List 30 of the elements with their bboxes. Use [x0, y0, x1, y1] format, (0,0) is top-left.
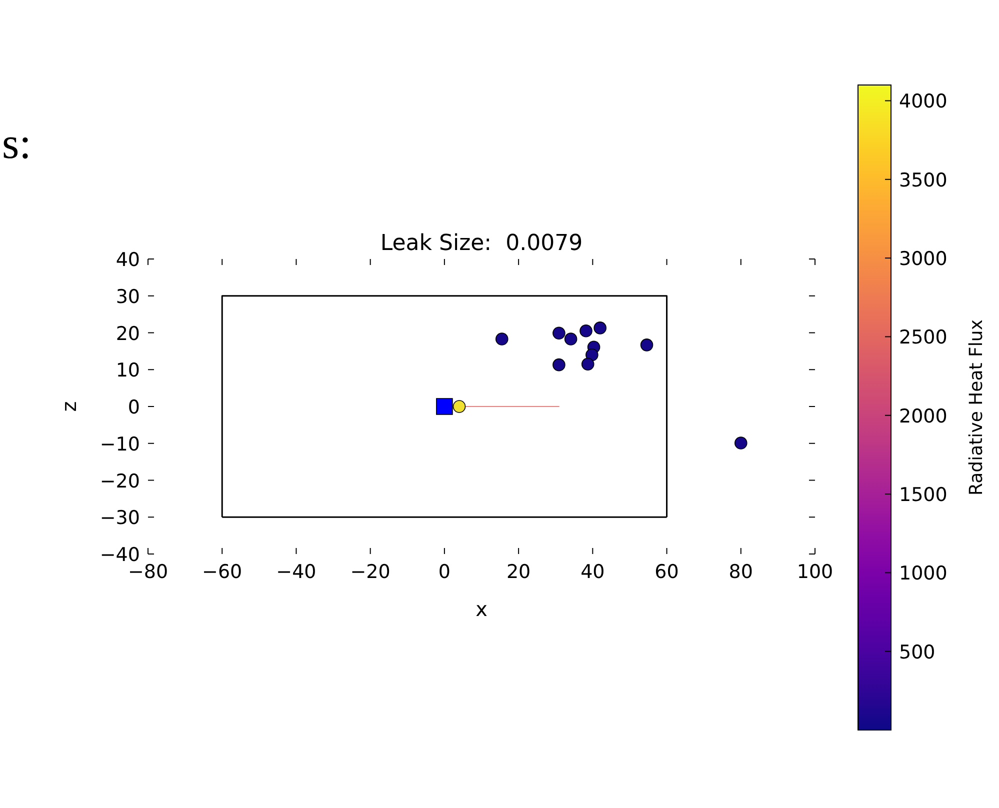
x-tick-label: 20 — [506, 561, 531, 583]
y-tick-label: 10 — [116, 360, 140, 382]
color-bar-label: 2000 — [899, 405, 948, 428]
chart-title: Leak Size: 0.0079 — [380, 231, 583, 256]
y-tick-label: 0 — [128, 396, 140, 418]
text: s: — [2, 119, 32, 168]
y-tick-label: 30 — [116, 286, 140, 308]
x-tick-label: 60 — [654, 561, 679, 583]
y-tick-label: 20 — [116, 322, 140, 345]
color-bar-label: 3500 — [899, 169, 948, 192]
x-tick-label: −40 — [276, 561, 316, 583]
y-tick-label: −20 — [100, 470, 140, 492]
color-bar-label: 1500 — [899, 484, 948, 506]
x-tick-label: −20 — [350, 561, 390, 583]
color-bar-label: 1000 — [899, 562, 948, 585]
x-tick-label: −60 — [202, 561, 242, 583]
x-tick-label: 0 — [438, 561, 450, 583]
x-tick-label: 80 — [728, 561, 753, 583]
x-tick-label: 100 — [796, 561, 834, 583]
y-axis-title: z — [57, 401, 81, 412]
x-axis-title: x — [476, 597, 488, 621]
color-bar-label: 500 — [899, 641, 936, 664]
color-bar-label: 4000 — [899, 90, 948, 113]
color-bar-label: 3000 — [899, 248, 948, 270]
y-tick-label: −10 — [100, 433, 140, 456]
x-tick-label: 40 — [580, 561, 605, 583]
color-bar-title: Radiative Heat Flux — [966, 319, 987, 496]
y-tick-label: 40 — [116, 249, 140, 271]
y-tick-label: −30 — [100, 507, 140, 530]
color-bar-label: 2500 — [899, 326, 948, 349]
